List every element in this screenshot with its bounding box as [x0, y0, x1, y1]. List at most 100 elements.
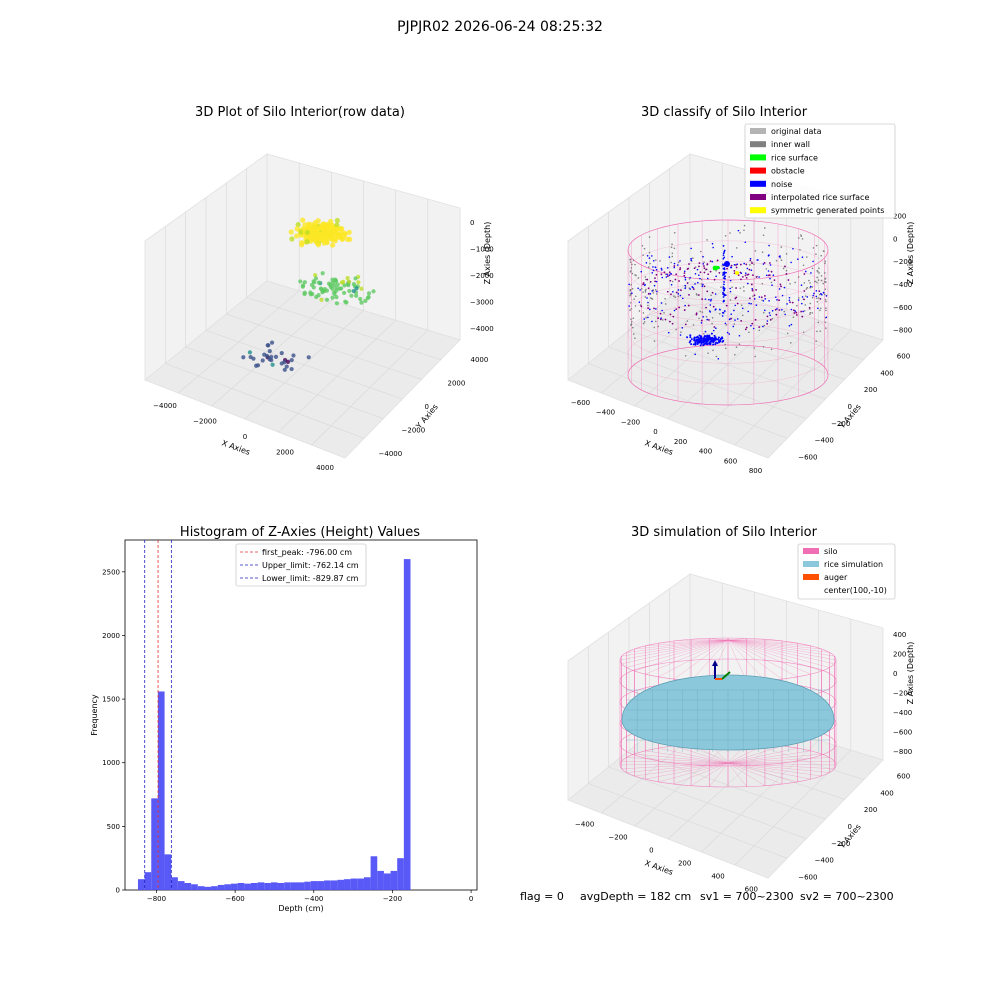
- p2-wall-point: [661, 319, 664, 321]
- p3-bar: [231, 883, 238, 890]
- p2-wall-point: [805, 256, 808, 258]
- p2-noise-cluster: [714, 336, 717, 339]
- p2-noise-point: [728, 318, 731, 321]
- p2-legend-label: interpolated rice surface: [771, 193, 869, 202]
- p4-silo-floor-wire: [658, 762, 729, 783]
- p2-noise-point: [788, 324, 791, 327]
- p2-wall-point: [809, 282, 811, 284]
- p2-interp-point: [750, 283, 753, 286]
- p2-wall-point: [674, 296, 677, 299]
- p2-noise-point: [783, 286, 786, 289]
- p2-wall-point: [684, 354, 687, 357]
- p2-wall-point: [819, 309, 821, 312]
- p2-interp-point: [770, 270, 773, 273]
- p1-point: [305, 225, 311, 232]
- p1-x-tick-label: 4000: [316, 464, 334, 472]
- p4-x-tick-label: 600: [745, 886, 758, 894]
- p1-x-tick-label: 2000: [276, 449, 294, 457]
- p1-point: [332, 291, 337, 297]
- p2-noise-column: [723, 283, 725, 286]
- p3-bar: [383, 873, 391, 890]
- p1-point: [289, 357, 294, 363]
- p2-interp-point: [674, 278, 677, 281]
- p2-noise-point: [774, 296, 777, 298]
- p2-noise-column: [722, 311, 725, 314]
- p1-point: [333, 279, 339, 284]
- p1-point: [310, 225, 316, 232]
- p3-xtick-label: −600: [226, 895, 245, 903]
- p2-interp-point: [646, 278, 649, 281]
- p2-noise-point: [788, 296, 791, 299]
- p2-interp-point: [649, 280, 652, 283]
- p2-wall-point: [641, 245, 644, 247]
- p2-noise-point: [689, 276, 692, 279]
- p2-wall-point: [779, 256, 782, 259]
- p1-point: [316, 280, 321, 285]
- p3-bar: [244, 883, 251, 890]
- p2-wall-point: [721, 264, 724, 267]
- p4-silo-roof-wire: [634, 639, 729, 650]
- p1-point: [309, 282, 315, 288]
- p4-xlabel: X Axies: [643, 858, 674, 877]
- p2-noise-point: [786, 303, 788, 305]
- p2-noise-point: [717, 358, 720, 360]
- p2-interp-point: [801, 315, 804, 318]
- p1-point: [312, 235, 318, 242]
- p2-noise-point: [672, 290, 674, 293]
- p2-noise-point: [769, 264, 772, 266]
- p2-noise-column: [723, 287, 725, 290]
- p2-noise-cluster: [693, 336, 696, 339]
- p2-noise-point: [722, 254, 725, 257]
- p2-interp-point: [679, 267, 682, 269]
- p1-point: [304, 239, 310, 245]
- p2-wall-point: [633, 298, 635, 300]
- p2-noise-point: [651, 320, 653, 323]
- p2-wall-point: [786, 332, 789, 335]
- p4-auger-arrow-y: [721, 671, 731, 680]
- p2-noise-point: [646, 297, 648, 299]
- p2-wall-point: [630, 324, 633, 326]
- p2-wall-point: [673, 231, 676, 234]
- p2-wall-point: [800, 235, 803, 237]
- p2-wall-point: [632, 317, 635, 320]
- p2-noise-point: [652, 260, 655, 262]
- p4-silo-roof-wire: [673, 639, 729, 642]
- p2-noise-column: [723, 294, 726, 297]
- p2-wall-point: [752, 295, 754, 297]
- p2-wall-point: [637, 277, 640, 279]
- p2-noise-point: [646, 254, 649, 257]
- p2-noise-point: [661, 269, 663, 271]
- p1-point: [323, 238, 330, 244]
- p4-x-tick-label: 400: [711, 873, 724, 881]
- p2-noise-point: [643, 284, 646, 287]
- p2-wall-point: [700, 283, 703, 285]
- p2-noise-point: [766, 320, 769, 322]
- p1-point: [265, 343, 270, 348]
- p2-wall-point: [803, 282, 806, 284]
- p2-wall-point: [758, 329, 761, 332]
- p2-interp-point: [703, 285, 706, 288]
- p1-point: [330, 280, 335, 285]
- p1-point: [279, 350, 284, 356]
- p2-noise-cluster: [710, 338, 713, 341]
- p2-noise-point: [667, 331, 670, 334]
- p2-interp-point: [686, 282, 689, 284]
- p2-noise-point: [660, 267, 663, 270]
- p1-point: [334, 288, 339, 293]
- p2-wall-point: [642, 312, 645, 314]
- p2-wall-point: [748, 331, 750, 334]
- p2-wall-point: [780, 259, 783, 261]
- p2-zlabel: Z Axies (Depth): [906, 222, 915, 285]
- p3-bar: [237, 883, 245, 890]
- p2-interp-point: [768, 262, 771, 264]
- p2-noise-point: [702, 283, 704, 286]
- p4-silo-roof-wire: [621, 639, 729, 657]
- p2-noise-point: [730, 266, 733, 269]
- p2-noise-cluster: [699, 335, 702, 338]
- p3-bar: [151, 798, 158, 890]
- p2-interp-point: [748, 268, 751, 271]
- p2-noise-point: [715, 275, 717, 278]
- p3-plot-area: [124, 539, 478, 891]
- p2-wall-point: [670, 261, 672, 264]
- p3-bar: [357, 878, 364, 890]
